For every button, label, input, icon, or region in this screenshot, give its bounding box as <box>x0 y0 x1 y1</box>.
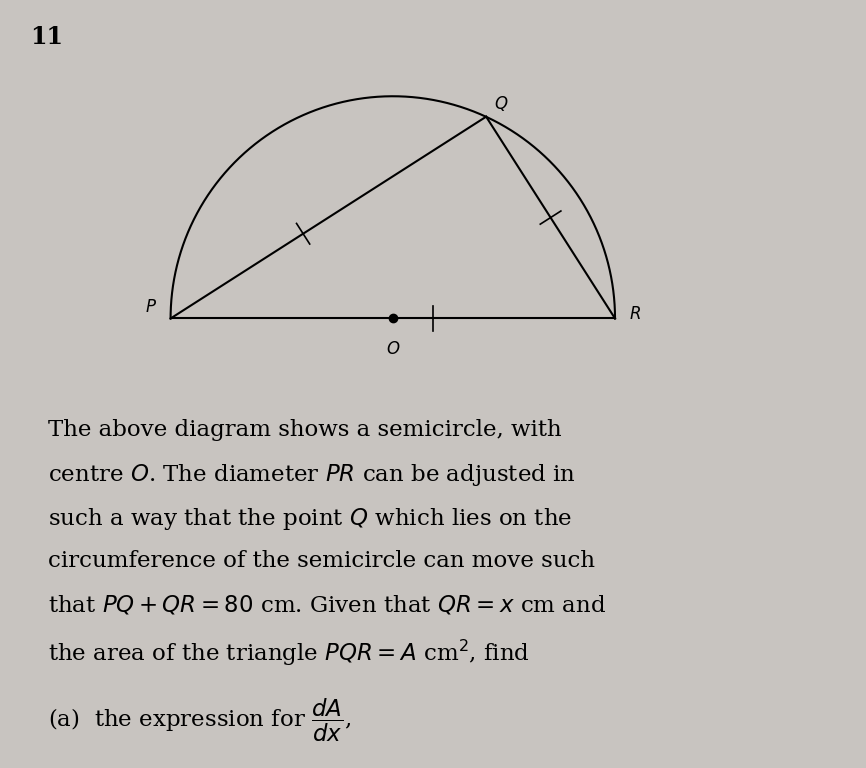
Text: (a)  the expression for $\dfrac{dA}{dx}$,: (a) the expression for $\dfrac{dA}{dx}$, <box>48 697 351 743</box>
Text: centre $O$. The diameter $PR$ can be adjusted in: centre $O$. The diameter $PR$ can be adj… <box>48 462 575 488</box>
Text: $R$: $R$ <box>629 306 641 323</box>
Text: circumference of the semicircle can move such: circumference of the semicircle can move… <box>48 550 595 572</box>
Text: the area of the triangle $PQR = A$ cm$^2$, find: the area of the triangle $PQR = A$ cm$^2… <box>48 637 529 667</box>
Text: The above diagram shows a semicircle, with: The above diagram shows a semicircle, wi… <box>48 419 561 441</box>
Text: 11: 11 <box>30 25 63 48</box>
Text: $O$: $O$ <box>385 341 400 358</box>
Text: $Q$: $Q$ <box>494 94 509 113</box>
Text: that $PQ + QR = 80$ cm. Given that $QR = x$ cm and: that $PQ + QR = 80$ cm. Given that $QR =… <box>48 594 606 617</box>
Text: $P$: $P$ <box>145 299 157 316</box>
Text: such a way that the point $Q$ which lies on the: such a way that the point $Q$ which lies… <box>48 506 572 532</box>
